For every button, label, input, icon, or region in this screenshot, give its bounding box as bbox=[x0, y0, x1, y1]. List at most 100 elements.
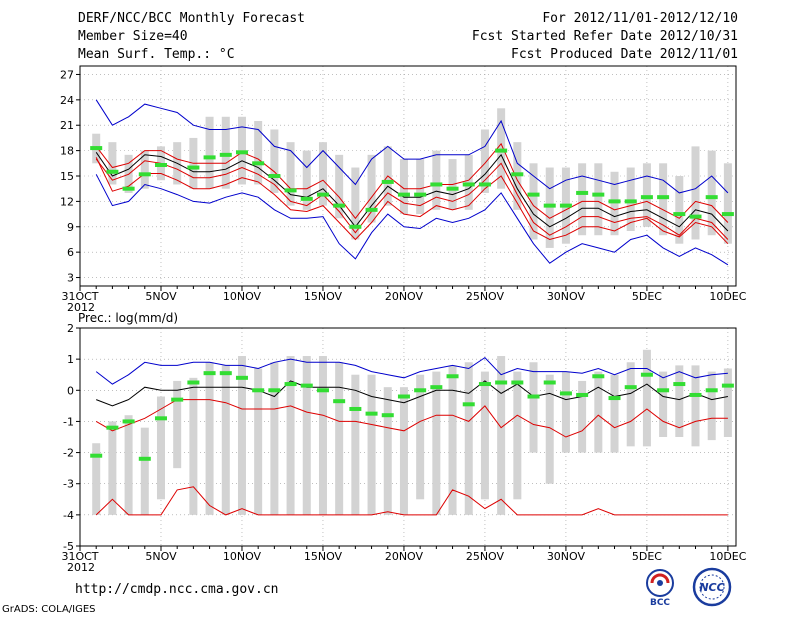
observed-marker bbox=[478, 182, 491, 187]
y-tick-label: 27 bbox=[60, 68, 74, 81]
spread-box bbox=[254, 121, 263, 185]
observed-marker bbox=[592, 192, 605, 197]
x-tick-label: 10NOV bbox=[223, 290, 262, 303]
observed-marker bbox=[721, 383, 734, 388]
x-tick-label: 5DEC bbox=[632, 550, 662, 563]
spread-box bbox=[416, 159, 425, 215]
observed-marker bbox=[721, 212, 734, 217]
observed-marker bbox=[705, 195, 718, 200]
observed-marker bbox=[559, 391, 572, 396]
spread-box bbox=[642, 163, 651, 227]
spread-box bbox=[237, 356, 246, 515]
spread-box bbox=[254, 368, 263, 515]
spread-box bbox=[480, 371, 489, 500]
spread-box bbox=[497, 356, 506, 515]
x-tick-label: 5NOV bbox=[145, 290, 177, 303]
observed-marker bbox=[187, 165, 200, 170]
series-line-min_spike bbox=[95, 486, 728, 516]
x-tick-label: 31OCT bbox=[61, 290, 98, 303]
x-tick-label: 20NOV bbox=[385, 290, 424, 303]
observed-marker bbox=[300, 383, 313, 388]
spread-box bbox=[156, 396, 165, 500]
y-tick-label: 21 bbox=[60, 119, 74, 132]
x-tick-label: 30NOV bbox=[547, 290, 586, 303]
series-line-mean bbox=[96, 380, 728, 407]
spread-box bbox=[707, 371, 716, 441]
observed-marker bbox=[397, 394, 410, 399]
observed-marker bbox=[284, 188, 297, 193]
observed-marker bbox=[90, 146, 103, 151]
observed-marker bbox=[381, 179, 394, 184]
observed-marker bbox=[414, 192, 427, 197]
plot-frame bbox=[79, 327, 737, 547]
observed-marker bbox=[608, 396, 621, 401]
spread-box bbox=[140, 427, 149, 515]
forecast-produced-date: Fcst Produced Date 2012/11/01 bbox=[511, 47, 738, 62]
observed-marker bbox=[349, 406, 362, 411]
spread-box bbox=[659, 163, 668, 236]
y-tick-label: 1 bbox=[67, 353, 74, 366]
observed-marker bbox=[673, 382, 686, 387]
observed-marker bbox=[657, 388, 670, 393]
ncc-logo: NCC bbox=[690, 567, 734, 607]
observed-marker bbox=[705, 388, 718, 393]
observed-marker bbox=[154, 163, 167, 167]
observed-marker bbox=[106, 169, 119, 174]
y-tick-label: 2 bbox=[67, 322, 74, 335]
source-url[interactable]: http://cmdp.ncc.cma.gov.cn bbox=[75, 582, 279, 597]
observed-marker bbox=[106, 425, 119, 430]
observed-marker bbox=[90, 453, 103, 458]
observed-marker bbox=[446, 374, 459, 379]
spread-box bbox=[610, 374, 619, 453]
observed-marker bbox=[608, 199, 621, 204]
observed-marker bbox=[235, 150, 248, 155]
observed-marker bbox=[624, 199, 637, 204]
observed-marker bbox=[235, 375, 248, 380]
observed-marker bbox=[219, 371, 232, 376]
spread-box bbox=[367, 374, 376, 515]
y-tick-label: 6 bbox=[67, 246, 74, 259]
x-tick-label: 2012 bbox=[67, 561, 95, 574]
observed-marker bbox=[333, 203, 346, 208]
spread-box bbox=[691, 365, 700, 447]
y-tick-label: 18 bbox=[60, 145, 74, 158]
series-line-upper bbox=[95, 142, 729, 223]
observed-marker bbox=[203, 371, 216, 376]
observed-marker bbox=[349, 224, 362, 229]
spread-box bbox=[480, 129, 489, 193]
spread-box bbox=[189, 377, 198, 515]
chart-title: DERF/NCC/BCC Monthly Forecast bbox=[78, 11, 305, 26]
observed-marker bbox=[462, 182, 475, 187]
series-line-max bbox=[95, 99, 729, 194]
observed-marker bbox=[154, 416, 167, 421]
x-tick-label: 25NOV bbox=[466, 290, 505, 303]
observed-marker bbox=[397, 192, 410, 197]
spread-box bbox=[351, 167, 360, 240]
observed-marker bbox=[219, 152, 232, 157]
y-tick-label: 9 bbox=[67, 221, 74, 234]
observed-marker bbox=[624, 385, 637, 390]
observed-marker bbox=[122, 186, 135, 191]
spread-box bbox=[221, 116, 230, 189]
observed-marker bbox=[414, 388, 427, 393]
y-tick-label: -1 bbox=[63, 415, 74, 428]
series-line-mean bbox=[95, 152, 729, 232]
observed-marker bbox=[268, 388, 281, 393]
spread-box bbox=[108, 142, 117, 185]
spread-box bbox=[691, 146, 700, 240]
x-tick-label: 10NOV bbox=[223, 550, 262, 563]
spread-box bbox=[497, 108, 506, 189]
spread-box bbox=[464, 362, 473, 515]
spread-box bbox=[351, 374, 360, 515]
spread-box bbox=[432, 371, 441, 515]
observed-marker bbox=[576, 190, 589, 195]
x-tick-label: 31OCT bbox=[61, 550, 98, 563]
x-tick-label: 15NOV bbox=[304, 290, 343, 303]
spread-box bbox=[173, 380, 182, 469]
spread-box bbox=[723, 163, 732, 244]
observed-marker bbox=[203, 155, 216, 160]
observed-marker bbox=[122, 419, 135, 424]
